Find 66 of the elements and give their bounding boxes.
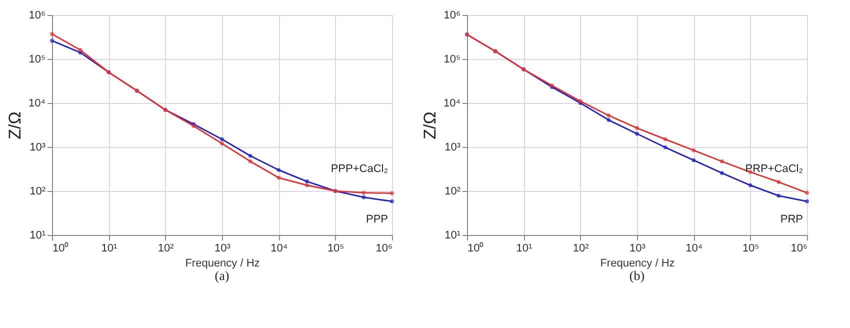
point [805, 199, 809, 204]
y-tick-label: 10⁵ [28, 54, 46, 66]
x-tick-label: 10⁶ [376, 242, 392, 254]
x-tick-label: 10⁵ [742, 242, 760, 254]
y-tick-label: 10¹ [444, 230, 461, 242]
x-axis-title: Frequency / Hz [185, 258, 260, 270]
point [248, 159, 252, 164]
x-tick-label: 10¹ [516, 242, 532, 254]
point [305, 183, 309, 188]
x-tick-label: 10³ [630, 242, 646, 254]
point [720, 159, 724, 164]
point [220, 137, 224, 142]
y-axis-title: Z/Ω [420, 112, 440, 140]
point [248, 154, 252, 158]
x-tick-label: 10⁶ [790, 242, 808, 254]
point [50, 32, 54, 36]
point [305, 179, 309, 184]
y-tick-label: 10³ [30, 142, 46, 154]
point [635, 132, 639, 136]
series-label: PPP [366, 213, 388, 226]
point [663, 145, 668, 150]
point [748, 183, 752, 188]
x-tick-label: 10⁵ [327, 242, 344, 254]
x-tick-label: 10³ [214, 242, 231, 254]
point [276, 168, 281, 172]
x-tick-label: 10⁰ [468, 242, 484, 254]
point [50, 38, 54, 43]
y-tick-label: 10³ [444, 142, 461, 154]
text: (a) [214, 268, 230, 283]
y-axis-title: Z/Ω [6, 112, 25, 140]
x-tick-label: 10² [572, 242, 590, 254]
y-tick-label: 10² [444, 186, 461, 198]
point [220, 142, 224, 146]
point [776, 194, 781, 198]
text: (b) [629, 268, 645, 283]
point [390, 199, 394, 204]
point [635, 126, 639, 130]
point [606, 118, 611, 122]
point [692, 148, 696, 152]
series-label: PRP+CaCl₂ [745, 162, 803, 175]
point [692, 158, 696, 162]
y-tick-label: 10² [30, 186, 46, 198]
y-tick-label: 10⁴ [28, 98, 46, 110]
point [663, 137, 668, 142]
point [390, 191, 394, 196]
point [776, 180, 781, 184]
x-axis-title: Frequency / Hz [600, 258, 675, 270]
x-tick-label: 10¹ [101, 242, 118, 254]
y-tick-label: 10⁵ [444, 54, 460, 66]
y-tick-label: 10⁶ [28, 10, 46, 22]
series-label: PRP [780, 213, 803, 226]
point [362, 190, 366, 195]
x-tick-label: 10⁰ [52, 242, 69, 254]
y-tick-label: 10⁴ [444, 98, 461, 110]
point [805, 190, 809, 195]
y-tick-label: 10⁶ [444, 10, 460, 22]
point [362, 195, 366, 200]
point [78, 48, 82, 52]
x-tick-label: 10⁴ [686, 242, 703, 254]
series-label: PPP+CaCl₂ [330, 163, 388, 176]
y-tick-label: 10¹ [30, 230, 46, 242]
point [606, 114, 611, 118]
x-tick-label: 10² [158, 242, 174, 254]
point [720, 171, 724, 176]
point [276, 176, 281, 180]
x-tick-label: 10⁴ [270, 242, 288, 254]
